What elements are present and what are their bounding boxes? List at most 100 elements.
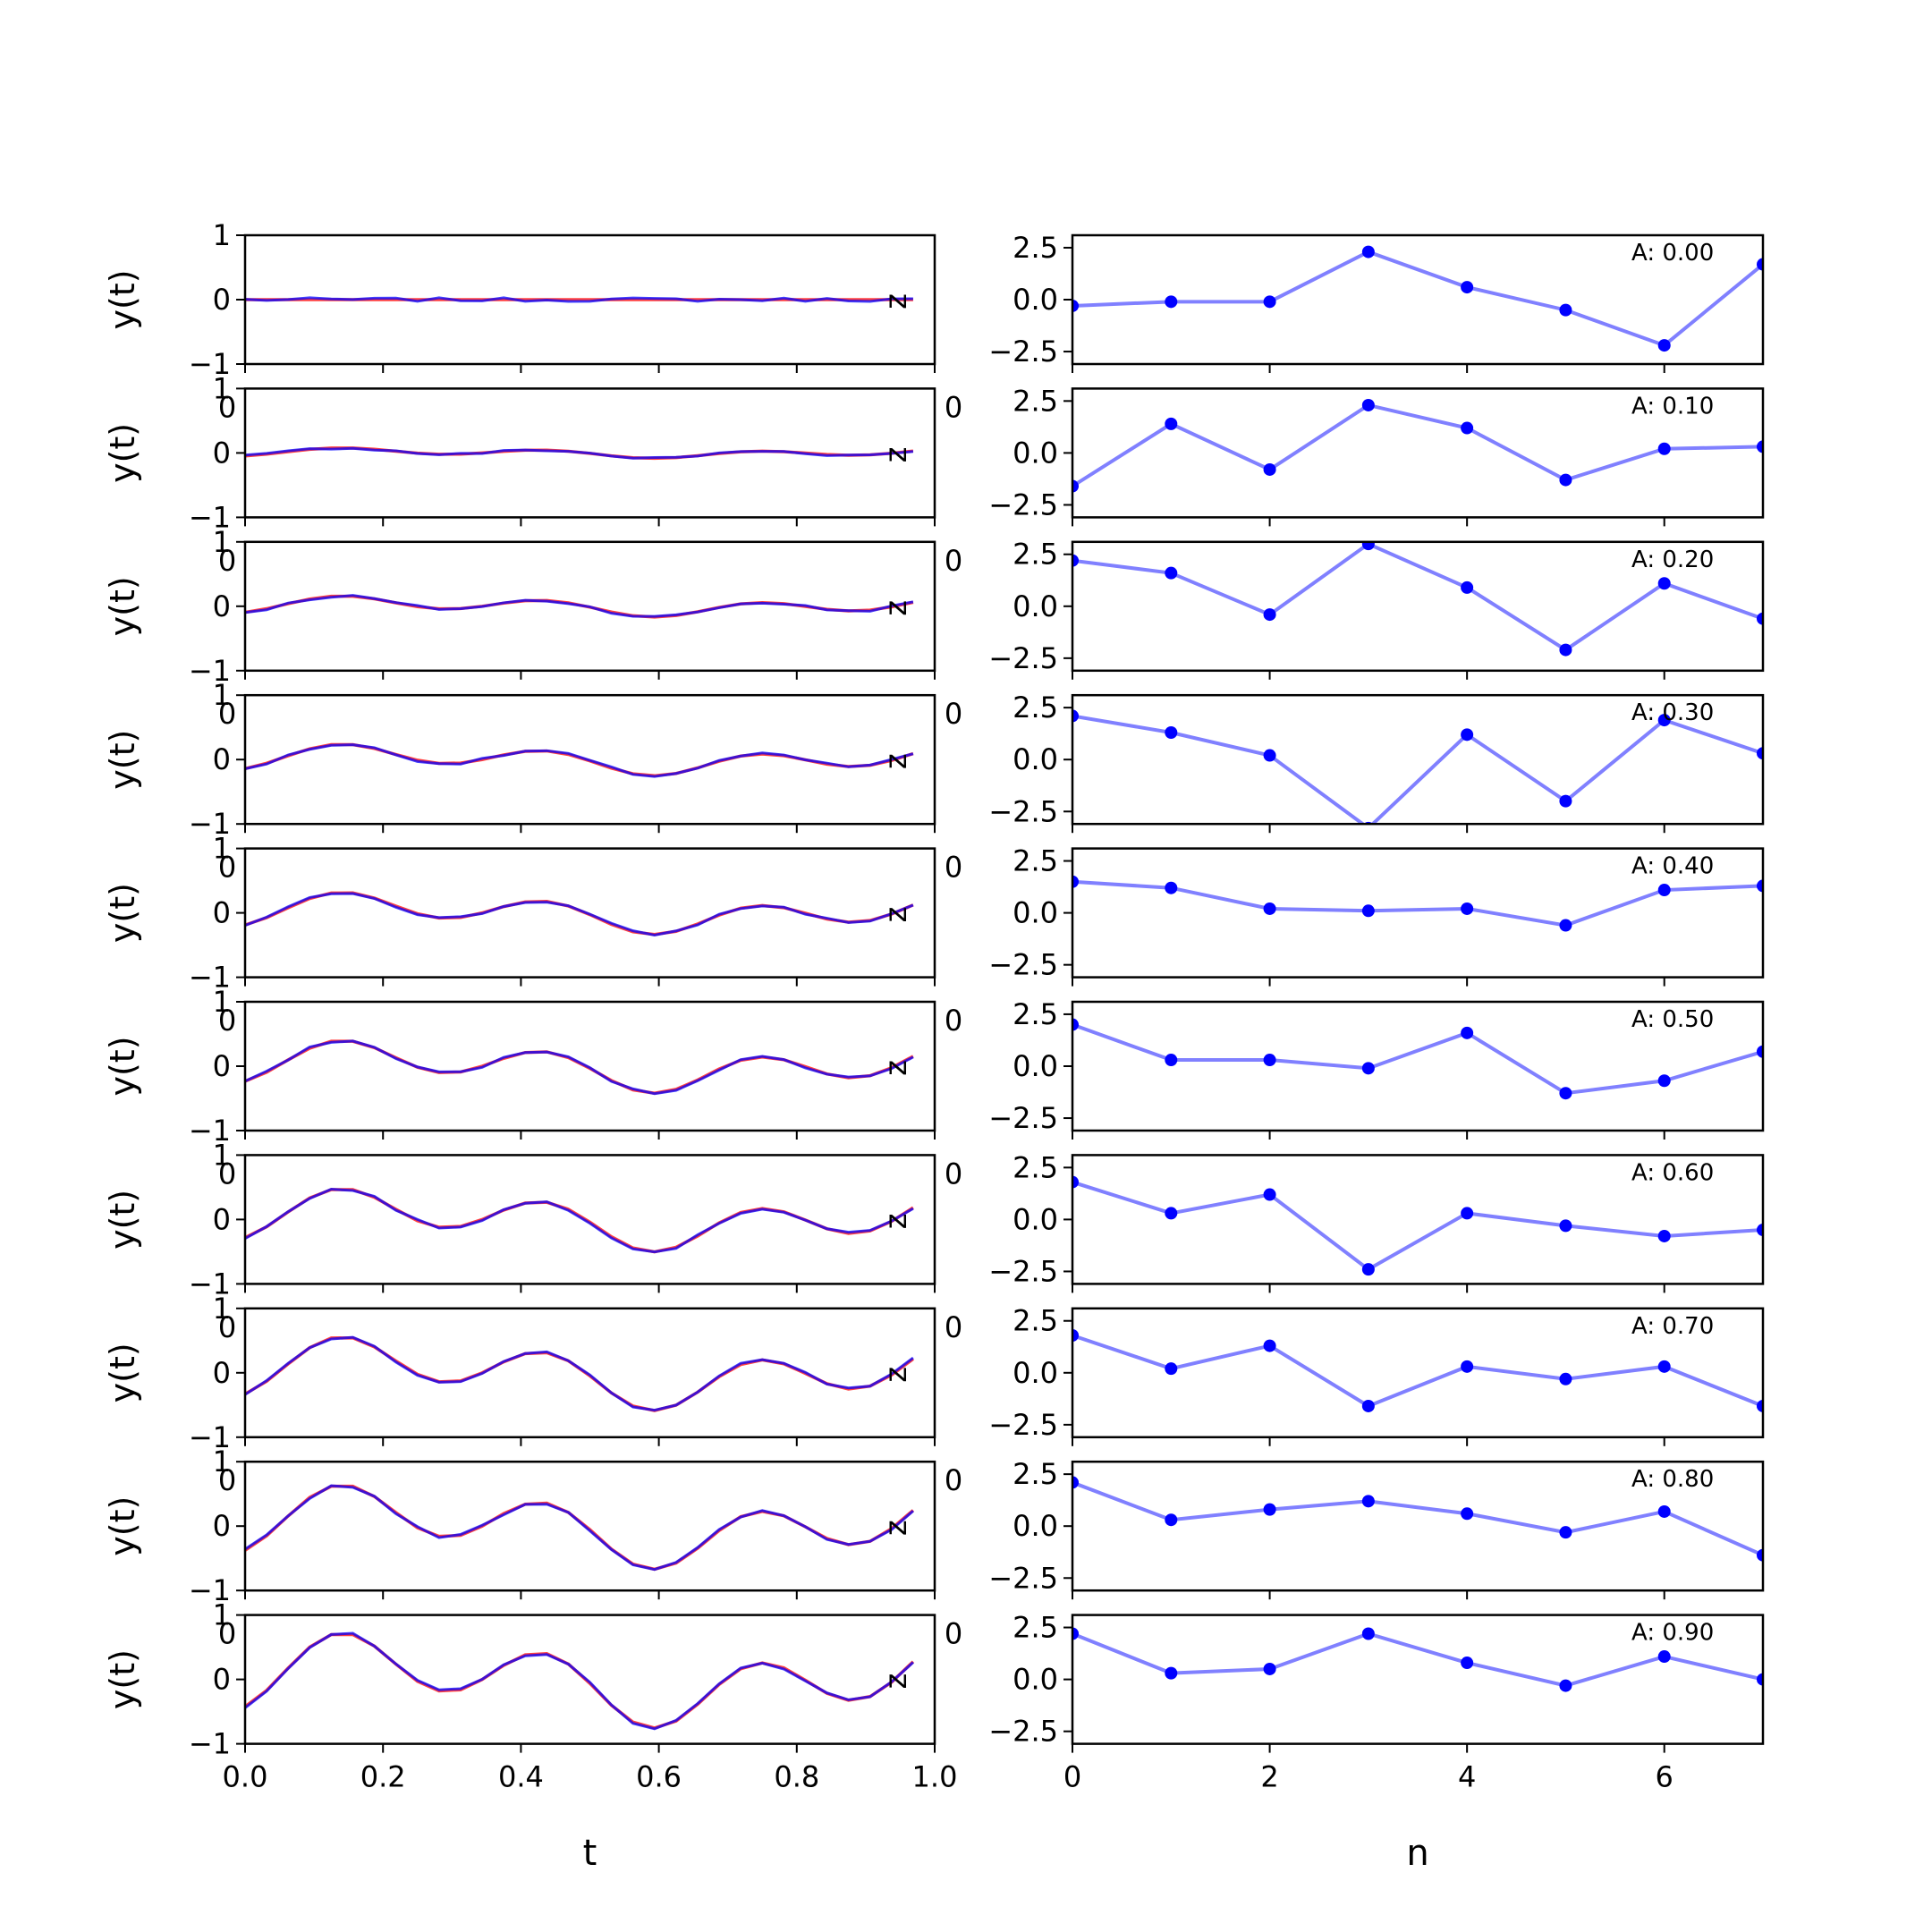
x-tick-label: 0.6: [636, 1760, 682, 1794]
overlap-label-fragment: 0: [218, 1310, 236, 1344]
y-tick-label: 1: [213, 525, 231, 559]
axis-corner-label: z: [878, 1520, 914, 1536]
y-tick-label: 2.5: [1013, 538, 1058, 572]
y-tick-label: −2.5: [988, 1715, 1058, 1749]
sequence-point: [1072, 1328, 1079, 1342]
y-tick-label: −2.5: [988, 794, 1058, 828]
y-tick-label: −2.5: [988, 335, 1058, 369]
sequence-point: [1361, 1062, 1375, 1075]
sequence-point: [1657, 1360, 1671, 1373]
axes-frame: [1071, 1614, 1765, 1745]
sequence-point: [1263, 1188, 1276, 1201]
plot-area: [1072, 398, 1763, 493]
sequence-point: [1757, 879, 1763, 893]
series-line-blue: [244, 892, 914, 936]
y-tick-label: −2.5: [988, 948, 1058, 982]
sequence-point: [1657, 1504, 1671, 1518]
sequence-point: [1165, 566, 1178, 580]
right-axes-row: 0 2 4 6 2.5 0.0 −2.5 A: 0.90: [988, 1611, 1765, 1794]
x-tick-label: 2: [1260, 1760, 1278, 1794]
sequence-point: [1263, 902, 1276, 915]
sequence-point: [1165, 295, 1178, 309]
y-axis-label: y(t): [103, 1190, 142, 1250]
amplitude-annotation: A: 0.60: [1631, 1159, 1714, 1186]
amplitude-annotation: A: 0.00: [1631, 240, 1714, 267]
overlap-label-fragment: 0: [218, 851, 236, 885]
sequence-point: [1072, 554, 1079, 567]
y-tick-label: −2.5: [988, 487, 1058, 521]
y-tick-label: 2.5: [1013, 1304, 1058, 1338]
y-tick-label: 1: [213, 218, 231, 252]
y-tick-label: 0.0: [1013, 1049, 1058, 1083]
sequence-point: [1757, 1045, 1763, 1058]
plot-area: [1072, 1018, 1763, 1100]
y-tick-label: 0: [213, 1663, 231, 1697]
sequence-point: [1165, 1054, 1178, 1067]
right-axes-row: 2.5 0.0 −2.5 A: 0.50: [988, 997, 1765, 1140]
sequence-point: [1461, 1657, 1474, 1670]
axes-frame: [1071, 540, 1765, 673]
sequence-line: [1072, 402, 1763, 488]
sequence-point: [1165, 726, 1178, 740]
sequence-point: [1757, 1673, 1763, 1686]
y-axis-label: y(t): [103, 1036, 142, 1096]
sequence-point: [1361, 1627, 1375, 1640]
sequence-point: [1072, 1627, 1079, 1640]
series-line-red: [243, 1632, 915, 1730]
y-tick-label: 0.0: [1013, 742, 1058, 776]
sequence-point: [1757, 1548, 1763, 1562]
y-tick-label: 0.0: [1013, 436, 1058, 470]
y-tick-label: 1: [213, 678, 231, 712]
y-tick-label: −2.5: [988, 1408, 1058, 1442]
sequence-point: [1559, 1679, 1572, 1692]
overlap-label-fragment: 0: [945, 1157, 962, 1191]
y-tick-label: −1: [189, 654, 231, 688]
sequence-point: [1361, 1495, 1375, 1508]
sequence-point: [1461, 728, 1474, 741]
axes-frame: [243, 1154, 936, 1285]
overlap-label-fragment: 0: [218, 1463, 236, 1497]
right-axes-row: 2.5 0.0 −2.5 A: 0.10: [988, 384, 1765, 527]
y-axis-label: y(t): [103, 269, 142, 329]
series-line-blue: [244, 1188, 914, 1254]
sequence-point: [1559, 1087, 1572, 1100]
sequence-point: [1757, 1399, 1763, 1412]
y-tick-label: 2.5: [1013, 1457, 1058, 1491]
sequence-point: [1657, 1074, 1671, 1088]
y-tick-label: 2.5: [1013, 384, 1058, 418]
series-line-blue: [244, 743, 914, 778]
sequence-point: [1461, 1207, 1474, 1220]
series-line-red: [244, 1484, 915, 1572]
overlap-label-fragment: 0: [218, 1617, 236, 1651]
sequence-point: [1657, 442, 1671, 455]
sequence-line: [1072, 1334, 1763, 1409]
sequence-point: [1559, 643, 1572, 657]
x-tick-label: 0.4: [498, 1760, 544, 1794]
y-tick-label: 0.0: [1013, 283, 1058, 317]
series-line-blue: [244, 446, 914, 460]
sequence-point: [1361, 398, 1375, 411]
series-line-red: [244, 1039, 914, 1095]
y-tick-label: −1: [189, 807, 231, 841]
sequence-point: [1165, 1513, 1178, 1527]
axes-frame: [1071, 693, 1765, 826]
plot-area: [1072, 1328, 1763, 1412]
right-axes-row: 2.5 0.0 −2.5 A: 0.60: [988, 1150, 1765, 1293]
sequence-point: [1263, 1054, 1276, 1067]
sequence-point: [1072, 709, 1079, 723]
axes-frame: [1071, 1154, 1765, 1285]
sequence-point: [1657, 1650, 1671, 1664]
sequence-point: [1165, 417, 1178, 430]
sequence-point: [1263, 1339, 1276, 1352]
series-line-blue: [244, 1631, 914, 1731]
y-tick-label: 2.5: [1013, 231, 1058, 265]
sequence-point: [1072, 1175, 1079, 1189]
sequence-point: [1461, 1360, 1474, 1373]
right-axes-row: 2.5 0.0 −2.5 A: 0.20: [988, 538, 1765, 680]
y-tick-label: 2.5: [1013, 997, 1058, 1031]
series-line-red: [244, 891, 914, 936]
y-tick-label: 2.5: [1013, 1150, 1058, 1184]
y-tick-label: −1: [189, 961, 231, 995]
